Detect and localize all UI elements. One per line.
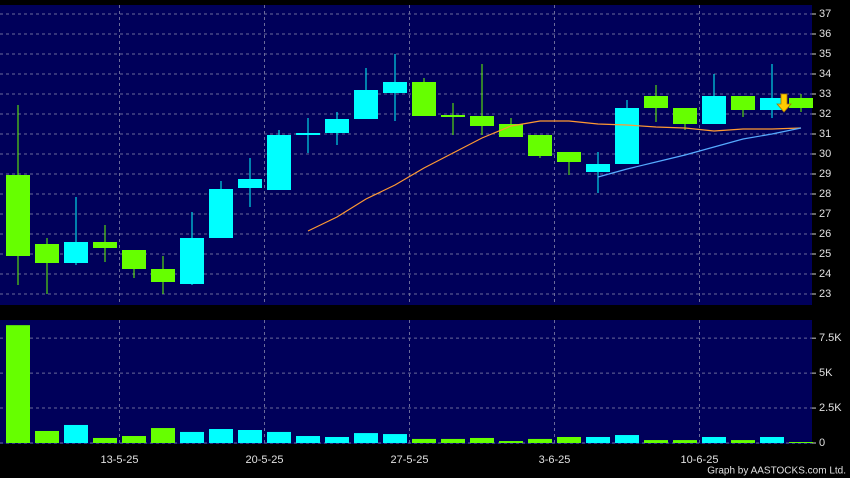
y-tick-label: 28: [819, 188, 831, 200]
candle-body: [586, 164, 610, 172]
volume-bar: [615, 435, 639, 443]
candle-body: [615, 108, 639, 164]
x-tick-label: 27-5-25: [391, 454, 429, 466]
volume-bar: [93, 437, 117, 443]
candle-body: [557, 152, 581, 162]
candle-body: [760, 98, 784, 110]
candle-body: [325, 119, 349, 133]
y-tick-label: 31: [819, 128, 831, 140]
x-tick-label: 10-6-25: [681, 454, 719, 466]
y-tick-label: 35: [819, 48, 831, 60]
volume-bar: [122, 436, 146, 443]
candle-body: [789, 98, 813, 108]
volume-bar: [586, 436, 610, 443]
candle-body: [6, 175, 30, 256]
volume-panel: [0, 320, 812, 444]
signal-arrow: [776, 93, 792, 113]
x-tick-label: 3-6-25: [539, 454, 571, 466]
volume-bar: [151, 428, 175, 443]
volume-bar: [470, 437, 494, 443]
volume-bar: [731, 440, 755, 443]
candle-body: [470, 116, 494, 126]
y-tick-label: 34: [819, 68, 831, 80]
y-tick-label: 2.5K: [819, 402, 842, 414]
volume-bar: [325, 436, 349, 443]
y-tick-label: 26: [819, 228, 831, 240]
volume-bar: [760, 436, 784, 443]
candle-body: [644, 96, 668, 108]
y-tick-label: 29: [819, 168, 831, 180]
candle-body: [673, 108, 697, 124]
volume-bar: [789, 442, 813, 443]
volume-bar: [209, 429, 233, 443]
volume-bar: [441, 438, 465, 443]
y-tick-label: 36: [819, 28, 831, 40]
y-tick-label: 32: [819, 108, 831, 120]
candle-body: [209, 189, 233, 238]
volume-bar: [6, 325, 30, 443]
signal-arrow-shape: [776, 93, 792, 113]
candle-body: [412, 82, 436, 116]
candle-body: [267, 135, 291, 190]
volume-bar: [528, 438, 552, 443]
volume-bar: [296, 436, 320, 443]
volume-bar: [354, 433, 378, 443]
candle-body: [528, 135, 552, 156]
y-tick-label: 23: [819, 288, 831, 300]
y-tick-label: 5K: [819, 367, 833, 379]
candle-body: [238, 179, 262, 188]
volume-bar: [499, 441, 523, 443]
volume-bar: [267, 431, 291, 443]
candle-body: [702, 96, 726, 124]
candle-body: [499, 124, 523, 137]
y-tick-label: 0: [819, 437, 825, 449]
candle-body: [122, 250, 146, 269]
moving-average: [597, 127, 802, 178]
candle-body: [35, 244, 59, 263]
watermark: Graph by AASTOCKS.com Ltd.: [707, 466, 846, 477]
x-tick-label: 13-5-25: [101, 454, 139, 466]
volume-bar: [673, 440, 697, 443]
volume-bar: [383, 434, 407, 443]
volume-bar: [557, 436, 581, 443]
volume-bar: [644, 440, 668, 443]
y-tick-label: 27: [819, 208, 831, 220]
candle-body: [354, 90, 378, 119]
volume-bar: [35, 430, 59, 443]
candle-body: [731, 96, 755, 110]
candle-body: [441, 115, 465, 117]
y-tick-label: 7.5K: [819, 332, 842, 344]
volume-bar: [180, 431, 204, 443]
volume-bar: [702, 436, 726, 443]
y-tick-label: 25: [819, 248, 831, 260]
volume-bar: [412, 438, 436, 443]
candle-body: [64, 242, 88, 263]
y-tick-label: 30: [819, 148, 831, 160]
y-tick-label: 24: [819, 268, 831, 280]
candle-body: [151, 269, 175, 282]
y-tick-label: 37: [819, 8, 831, 20]
x-tick-label: 20-5-25: [246, 454, 284, 466]
moving-average: [307, 120, 802, 232]
candle-body: [180, 238, 204, 284]
y-tick-label: 33: [819, 88, 831, 100]
candle-body: [296, 133, 320, 135]
candle-body: [383, 82, 407, 93]
volume-bar: [64, 424, 88, 443]
candle-body: [93, 242, 117, 248]
volume-bar: [238, 430, 262, 443]
price-panel: [0, 5, 812, 305]
